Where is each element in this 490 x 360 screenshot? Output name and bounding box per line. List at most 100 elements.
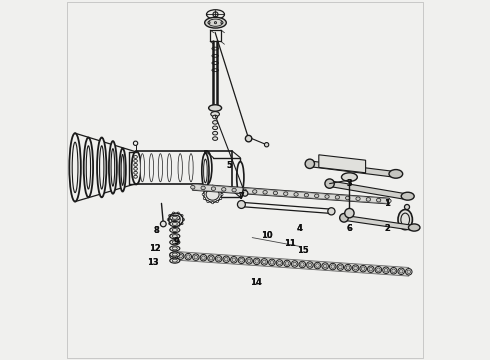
Circle shape xyxy=(202,193,204,195)
Ellipse shape xyxy=(140,154,145,182)
Text: 13: 13 xyxy=(147,258,159,267)
Text: 7: 7 xyxy=(239,192,245,201)
Text: 15: 15 xyxy=(297,246,309,255)
Ellipse shape xyxy=(186,255,190,258)
Ellipse shape xyxy=(193,254,199,260)
Ellipse shape xyxy=(167,154,171,182)
Ellipse shape xyxy=(232,188,236,192)
Ellipse shape xyxy=(377,268,380,271)
Text: 14: 14 xyxy=(250,278,262,287)
Ellipse shape xyxy=(344,264,351,271)
Ellipse shape xyxy=(389,170,403,178)
Ellipse shape xyxy=(263,190,267,194)
Ellipse shape xyxy=(294,193,298,196)
Text: 9: 9 xyxy=(174,237,179,246)
Circle shape xyxy=(242,190,248,196)
Ellipse shape xyxy=(109,141,117,194)
Text: 5: 5 xyxy=(226,161,232,170)
Ellipse shape xyxy=(383,267,389,274)
Ellipse shape xyxy=(202,153,209,189)
Ellipse shape xyxy=(407,270,411,274)
Circle shape xyxy=(345,208,354,218)
Ellipse shape xyxy=(255,260,258,263)
Ellipse shape xyxy=(384,269,388,272)
Circle shape xyxy=(220,198,222,200)
Ellipse shape xyxy=(202,151,212,184)
Ellipse shape xyxy=(86,146,91,189)
Text: 3: 3 xyxy=(346,179,352,188)
Text: 2: 2 xyxy=(384,224,390,233)
Ellipse shape xyxy=(292,261,298,267)
Ellipse shape xyxy=(170,258,180,263)
Ellipse shape xyxy=(191,185,195,189)
Ellipse shape xyxy=(200,255,207,261)
Ellipse shape xyxy=(276,260,283,266)
Ellipse shape xyxy=(72,142,78,193)
Text: 3: 3 xyxy=(346,179,352,188)
Ellipse shape xyxy=(345,196,350,200)
Circle shape xyxy=(245,135,252,142)
Ellipse shape xyxy=(240,258,243,262)
Circle shape xyxy=(404,204,410,210)
Circle shape xyxy=(265,143,269,147)
Ellipse shape xyxy=(178,154,182,182)
Ellipse shape xyxy=(170,240,180,245)
Ellipse shape xyxy=(398,210,413,230)
Ellipse shape xyxy=(213,115,218,119)
Polygon shape xyxy=(330,181,403,199)
Ellipse shape xyxy=(201,256,205,260)
Ellipse shape xyxy=(221,188,226,191)
Ellipse shape xyxy=(170,252,180,257)
Ellipse shape xyxy=(284,192,288,195)
Ellipse shape xyxy=(121,154,124,185)
Ellipse shape xyxy=(369,267,372,271)
Ellipse shape xyxy=(170,234,180,239)
Ellipse shape xyxy=(375,266,382,273)
Ellipse shape xyxy=(211,112,220,117)
Circle shape xyxy=(160,221,166,227)
Ellipse shape xyxy=(209,105,221,111)
Ellipse shape xyxy=(322,263,328,269)
Ellipse shape xyxy=(111,149,115,186)
Ellipse shape xyxy=(300,263,304,266)
Ellipse shape xyxy=(97,138,106,197)
Ellipse shape xyxy=(170,215,180,220)
Ellipse shape xyxy=(360,265,367,272)
Ellipse shape xyxy=(231,257,237,263)
Ellipse shape xyxy=(208,255,214,261)
Ellipse shape xyxy=(356,197,360,201)
Ellipse shape xyxy=(69,133,81,202)
Text: 6: 6 xyxy=(346,224,352,233)
Text: 13: 13 xyxy=(147,258,159,267)
Circle shape xyxy=(208,22,210,24)
Text: 10: 10 xyxy=(261,231,272,240)
Ellipse shape xyxy=(179,254,182,258)
Ellipse shape xyxy=(213,121,218,124)
Circle shape xyxy=(221,193,223,195)
Circle shape xyxy=(203,189,206,192)
Ellipse shape xyxy=(185,253,192,260)
Ellipse shape xyxy=(323,264,327,268)
Ellipse shape xyxy=(247,259,251,263)
Ellipse shape xyxy=(366,198,370,201)
Ellipse shape xyxy=(224,257,228,261)
Text: 8: 8 xyxy=(154,226,160,235)
Ellipse shape xyxy=(84,138,93,197)
Ellipse shape xyxy=(308,263,312,267)
Polygon shape xyxy=(344,215,411,230)
Circle shape xyxy=(328,208,335,215)
Circle shape xyxy=(238,201,245,208)
Circle shape xyxy=(325,179,334,188)
Text: 6: 6 xyxy=(346,224,352,233)
Ellipse shape xyxy=(368,266,374,273)
Text: 2: 2 xyxy=(384,224,390,233)
Ellipse shape xyxy=(177,253,184,259)
Ellipse shape xyxy=(263,260,266,264)
Ellipse shape xyxy=(354,266,357,270)
Ellipse shape xyxy=(316,264,319,267)
Ellipse shape xyxy=(237,162,244,193)
Circle shape xyxy=(305,159,315,168)
Text: 11: 11 xyxy=(284,239,296,248)
Ellipse shape xyxy=(211,187,216,190)
Ellipse shape xyxy=(376,198,381,202)
